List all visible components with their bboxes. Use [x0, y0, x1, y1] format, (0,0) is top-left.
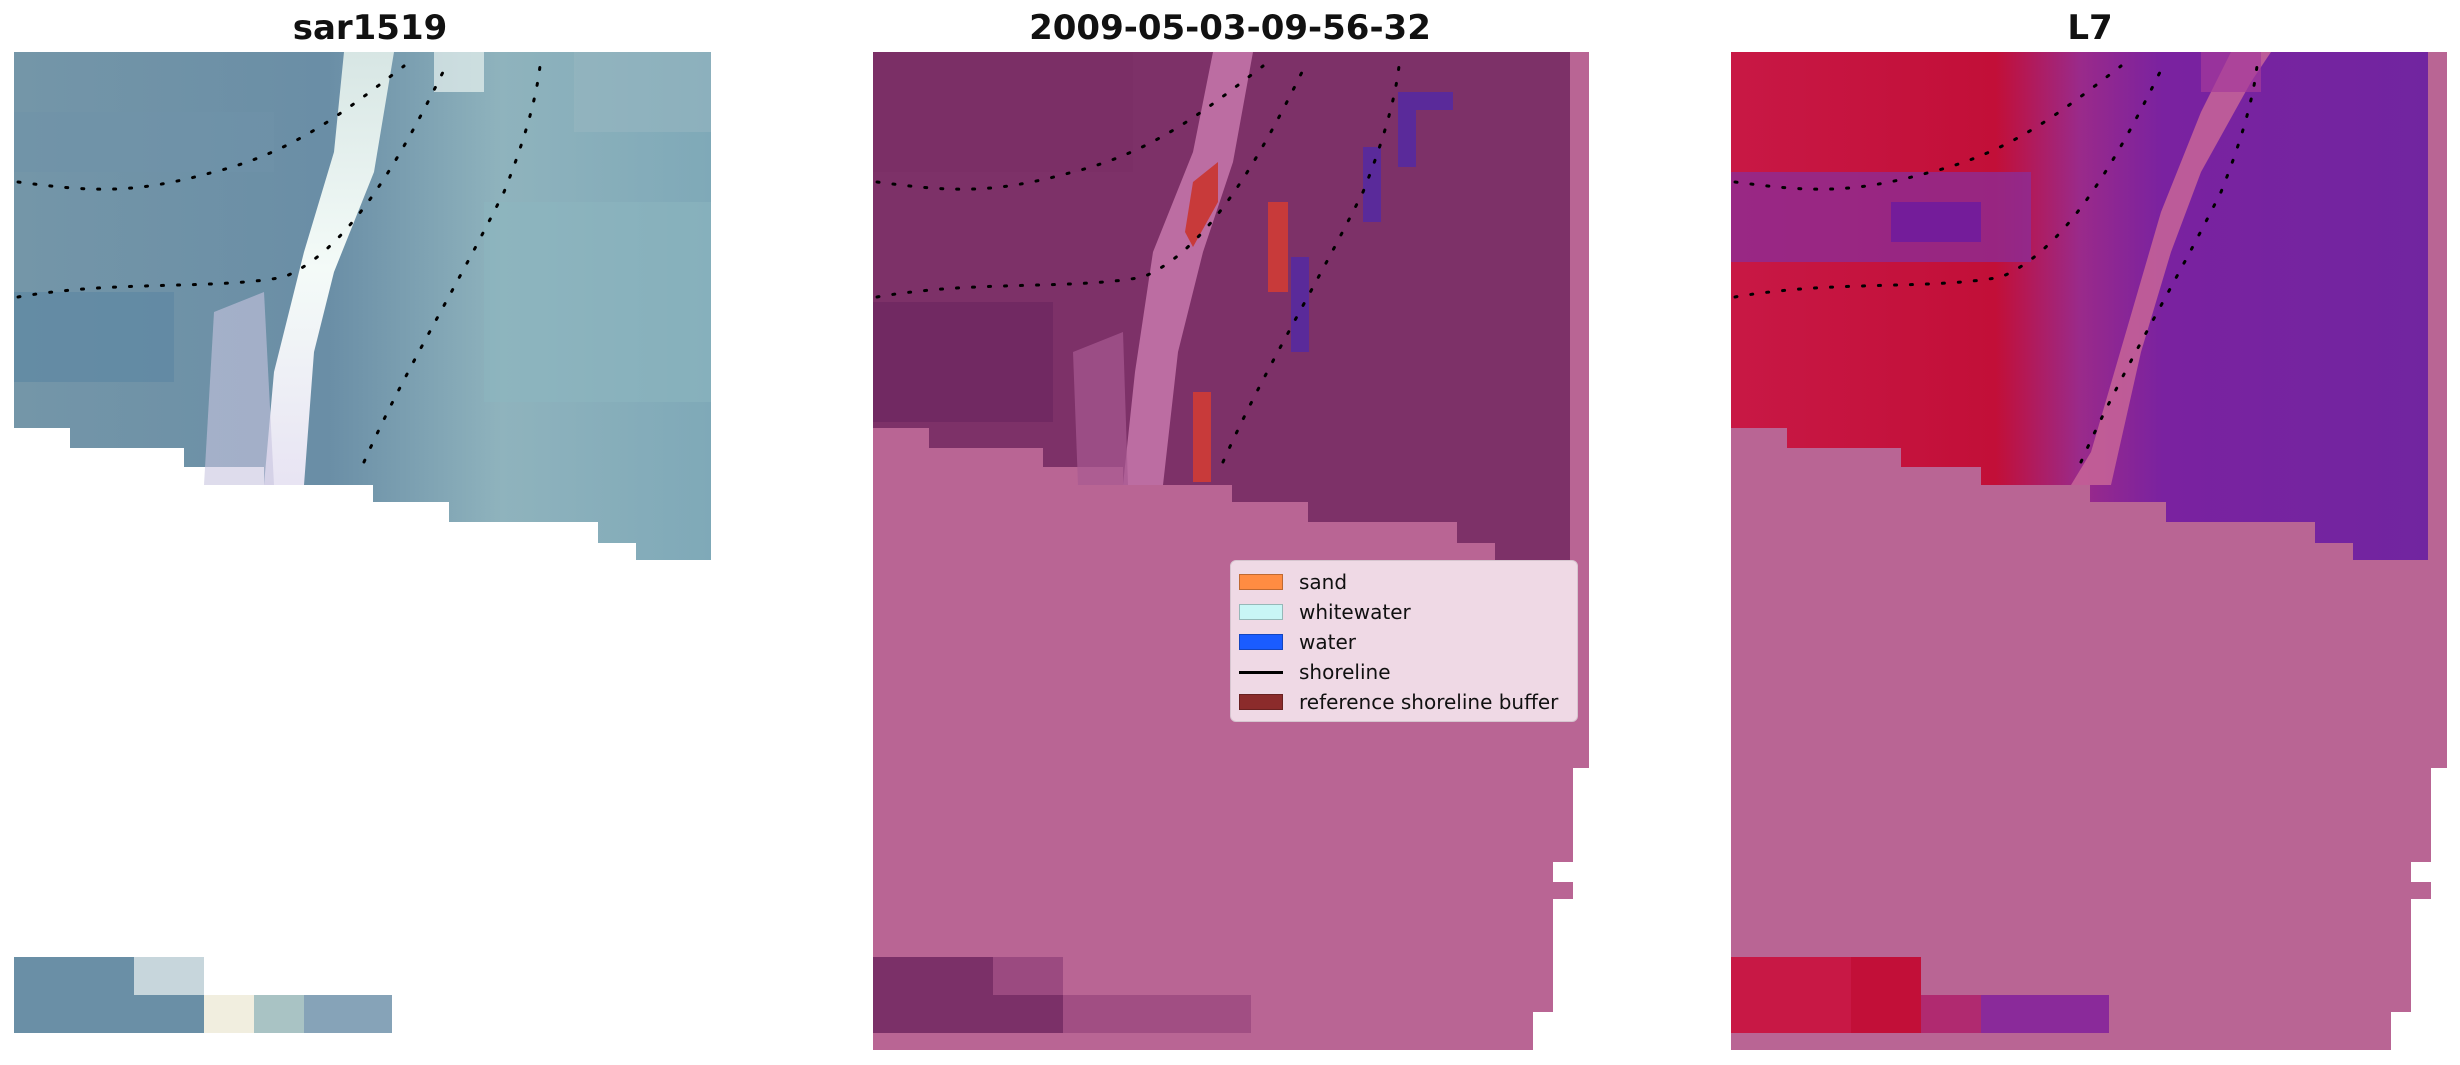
legend-label: water — [1299, 630, 1356, 654]
legend-label: whitewater — [1299, 600, 1411, 624]
whitewater-swatch-icon — [1239, 604, 1283, 620]
classified-image-panel — [873, 52, 1589, 1052]
legend-item-buffer: reference shoreline buffer — [1239, 689, 1558, 715]
index-image — [1731, 52, 2447, 1050]
legend-item-water: water — [1239, 629, 1356, 655]
panel-title-classified: 2009-05-03-09-56-32 — [1029, 8, 1431, 48]
classified-image — [873, 52, 1589, 1050]
panel-title-index: L7 — [2067, 8, 2113, 48]
panel-title-rgb: sar1519 — [292, 8, 448, 48]
legend-item-sand: sand — [1239, 569, 1347, 595]
index-image-panel — [1731, 52, 2447, 1052]
legend-item-shoreline: shoreline — [1239, 659, 1391, 685]
shoreline-line-icon — [1239, 670, 1283, 674]
rgb-image — [14, 52, 711, 1033]
legend-label: shoreline — [1299, 660, 1391, 684]
sand-swatch-icon — [1239, 574, 1283, 590]
legend-item-whitewater: whitewater — [1239, 599, 1411, 625]
buffer-swatch-icon — [1239, 694, 1283, 710]
legend: sand whitewater water shoreline referenc… — [1230, 560, 1578, 722]
legend-label: sand — [1299, 570, 1348, 594]
legend-label: reference shoreline buffer — [1299, 690, 1559, 714]
water-swatch-icon — [1239, 634, 1283, 650]
rgb-image-panel — [14, 52, 714, 1052]
